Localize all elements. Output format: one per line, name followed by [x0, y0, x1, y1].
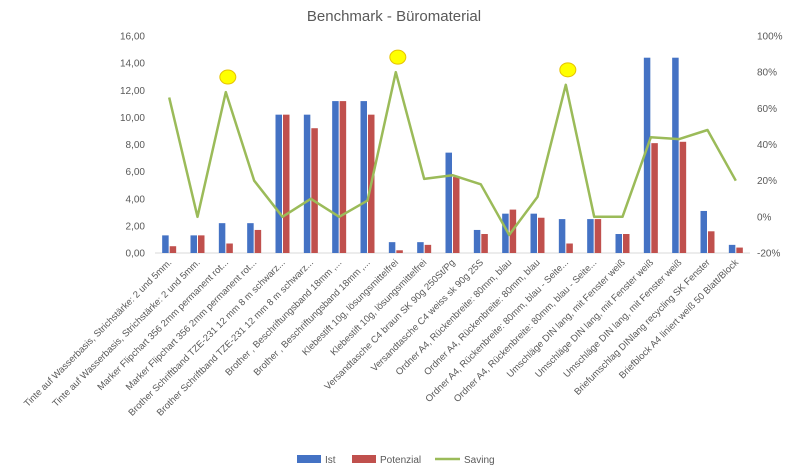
- bar-ist: [332, 101, 339, 253]
- highlight-circle: [559, 62, 577, 78]
- highlight-markers: [219, 49, 577, 85]
- bar-potenzial: [651, 143, 658, 253]
- category-labels: Tinte auf Wasserbasis, Strichstärke: 2 u…: [22, 257, 741, 418]
- saving-line-series: [167, 70, 737, 237]
- bar-potenzial: [481, 234, 488, 253]
- saving-line: [167, 70, 737, 237]
- bar-ist: [615, 234, 622, 253]
- bar-potenzial: [424, 244, 432, 253]
- legend-label-potenzial: Potenzial: [380, 455, 421, 466]
- bar-series: [162, 57, 743, 254]
- y-left-tick-label: 0,00: [126, 249, 146, 260]
- bar-ist: [247, 223, 254, 253]
- bar-potenzial: [708, 231, 715, 253]
- bar-potenzial: [226, 243, 233, 253]
- category-label: Marker Flipchart 356 2mm permanent rot..…: [95, 257, 230, 392]
- y-right-tick-label: -20%: [757, 249, 780, 260]
- bar-ist: [643, 57, 651, 254]
- chart-title: Benchmark - Büromaterial: [307, 8, 481, 25]
- bar-potenzial: [311, 128, 318, 253]
- y-right-tick-label: 20%: [757, 176, 777, 187]
- bar-potenzial: [736, 247, 743, 253]
- bar-ist: [417, 242, 424, 253]
- y-left-tick-label: 2,00: [126, 221, 146, 232]
- bar-ist: [360, 101, 367, 253]
- y-left-tick-label: 12,00: [120, 86, 145, 97]
- bar-potenzial: [339, 101, 347, 253]
- y-right-tick-label: 80%: [757, 68, 777, 79]
- bar-ist: [672, 57, 679, 254]
- y-left-tick-label: 8,00: [126, 140, 146, 151]
- bar-ist: [700, 210, 707, 253]
- legend-swatch-potenzial: [352, 455, 376, 463]
- bar-potenzial: [198, 235, 205, 253]
- bar-potenzial: [283, 114, 290, 253]
- bar-ist: [530, 213, 537, 253]
- bar-potenzial: [538, 217, 545, 253]
- legend-label-ist: Ist: [325, 455, 336, 466]
- bar-potenzial: [396, 250, 403, 253]
- bar-ist: [445, 152, 452, 253]
- y-right-tick-label: 100%: [757, 32, 783, 43]
- y-left-tick-label: 6,00: [126, 167, 146, 178]
- bar-potenzial: [169, 246, 177, 253]
- bar-ist: [587, 219, 594, 253]
- legend-label-saving: Saving: [464, 455, 495, 466]
- bar-ist: [558, 219, 566, 253]
- category-label: Marker Flipchart 356 2mm permanent rot..…: [124, 257, 259, 392]
- bar-ist: [218, 223, 226, 253]
- y-left-tick-label: 16,00: [120, 32, 145, 43]
- y-axis-left: 0,00 2,00 4,00 6,00 8,00 10,00 12,00 14,00 16,00: [120, 32, 145, 260]
- bar-ist: [473, 229, 481, 253]
- highlight-circle: [389, 49, 407, 65]
- category-label: Versandtasche C4 braun SK 90g 250St/Pg: [322, 257, 457, 392]
- bar-potenzial: [254, 229, 262, 253]
- y-left-tick-label: 14,00: [120, 59, 145, 70]
- bar-ist: [388, 242, 396, 253]
- y-right-tick-label: 40%: [757, 140, 777, 151]
- y-left-tick-label: 4,00: [126, 194, 146, 205]
- bar-ist: [728, 244, 736, 253]
- y-left-tick-label: 10,00: [120, 113, 145, 124]
- y-right-tick-label: 60%: [757, 104, 777, 115]
- bar-potenzial: [453, 177, 460, 253]
- y-axis-right: -20% 0% 20% 40% 60% 80% 100%: [757, 32, 783, 260]
- bar-potenzial: [566, 243, 573, 253]
- bar-ist: [303, 114, 311, 253]
- bar-potenzial: [594, 219, 602, 253]
- bar-ist: [162, 235, 169, 253]
- bar-ist: [190, 235, 197, 253]
- highlight-circle: [219, 69, 237, 85]
- bar-ist: [502, 213, 509, 253]
- legend-swatch-ist: [297, 455, 321, 463]
- bar-ist: [275, 114, 282, 253]
- y-right-tick-label: 0%: [757, 212, 772, 223]
- legend: Ist Potenzial Saving: [297, 455, 495, 466]
- bar-potenzial: [623, 234, 630, 253]
- bar-potenzial: [679, 141, 687, 253]
